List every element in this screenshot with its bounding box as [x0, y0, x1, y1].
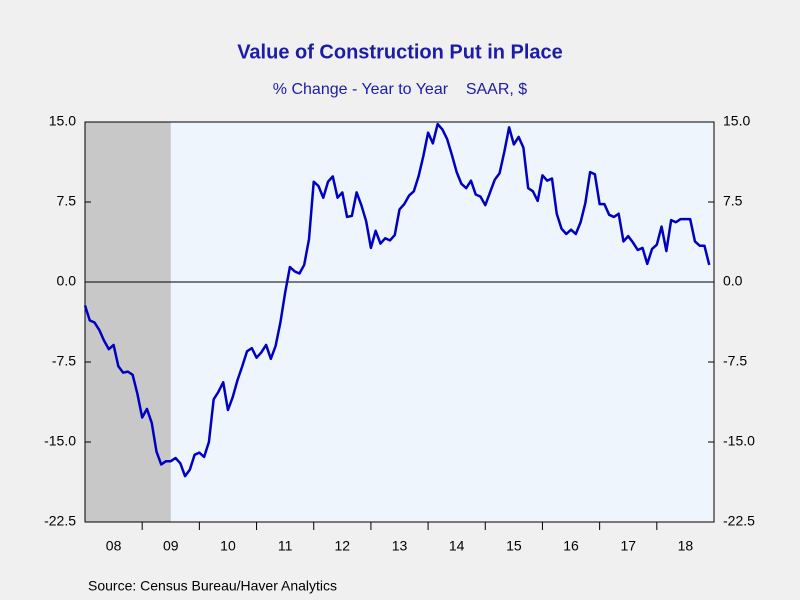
x-tick-label: 12 [335, 538, 351, 554]
y2-tick-label: 0.0 [723, 273, 743, 289]
x-tick-label: 08 [106, 538, 122, 554]
chart-subtitle: % Change - Year to Year SAAR, $ [273, 81, 527, 98]
data-line [83, 122, 711, 478]
x-tick-label: 11 [278, 538, 293, 554]
x-tick-label: 16 [563, 538, 579, 554]
y-tick-label: 0.0 [57, 273, 77, 289]
x-tick-label: 10 [220, 538, 236, 554]
source-note: Source: Census Bureau/Haver Analytics [88, 578, 337, 594]
chart-title: Value of Construction Put in Place [237, 41, 563, 63]
y2-tick-label: -7.5 [723, 353, 747, 369]
y2-tick-label: -22.5 [723, 513, 755, 529]
y2-tick-label: 15.0 [723, 113, 750, 129]
x-tick-label: 13 [392, 538, 408, 554]
x-tick-label: 17 [620, 538, 636, 554]
y2-tick-label: -15.0 [723, 433, 755, 449]
recession-shading [85, 122, 171, 522]
x-tick-label: 18 [678, 538, 694, 554]
y-tick-label: 7.5 [57, 193, 77, 209]
plot-area [85, 122, 714, 522]
x-tick-label: 09 [163, 538, 179, 554]
y-tick-label: -7.5 [52, 353, 76, 369]
y-tick-label: -22.5 [44, 513, 76, 529]
y-tick-label: -15.0 [44, 433, 76, 449]
y2-tick-label: 7.5 [723, 193, 743, 209]
y-tick-label: 15.0 [49, 113, 76, 129]
x-tick-label: 15 [506, 538, 522, 554]
x-tick-label: 14 [449, 538, 465, 554]
plot-frame [84, 121, 715, 523]
